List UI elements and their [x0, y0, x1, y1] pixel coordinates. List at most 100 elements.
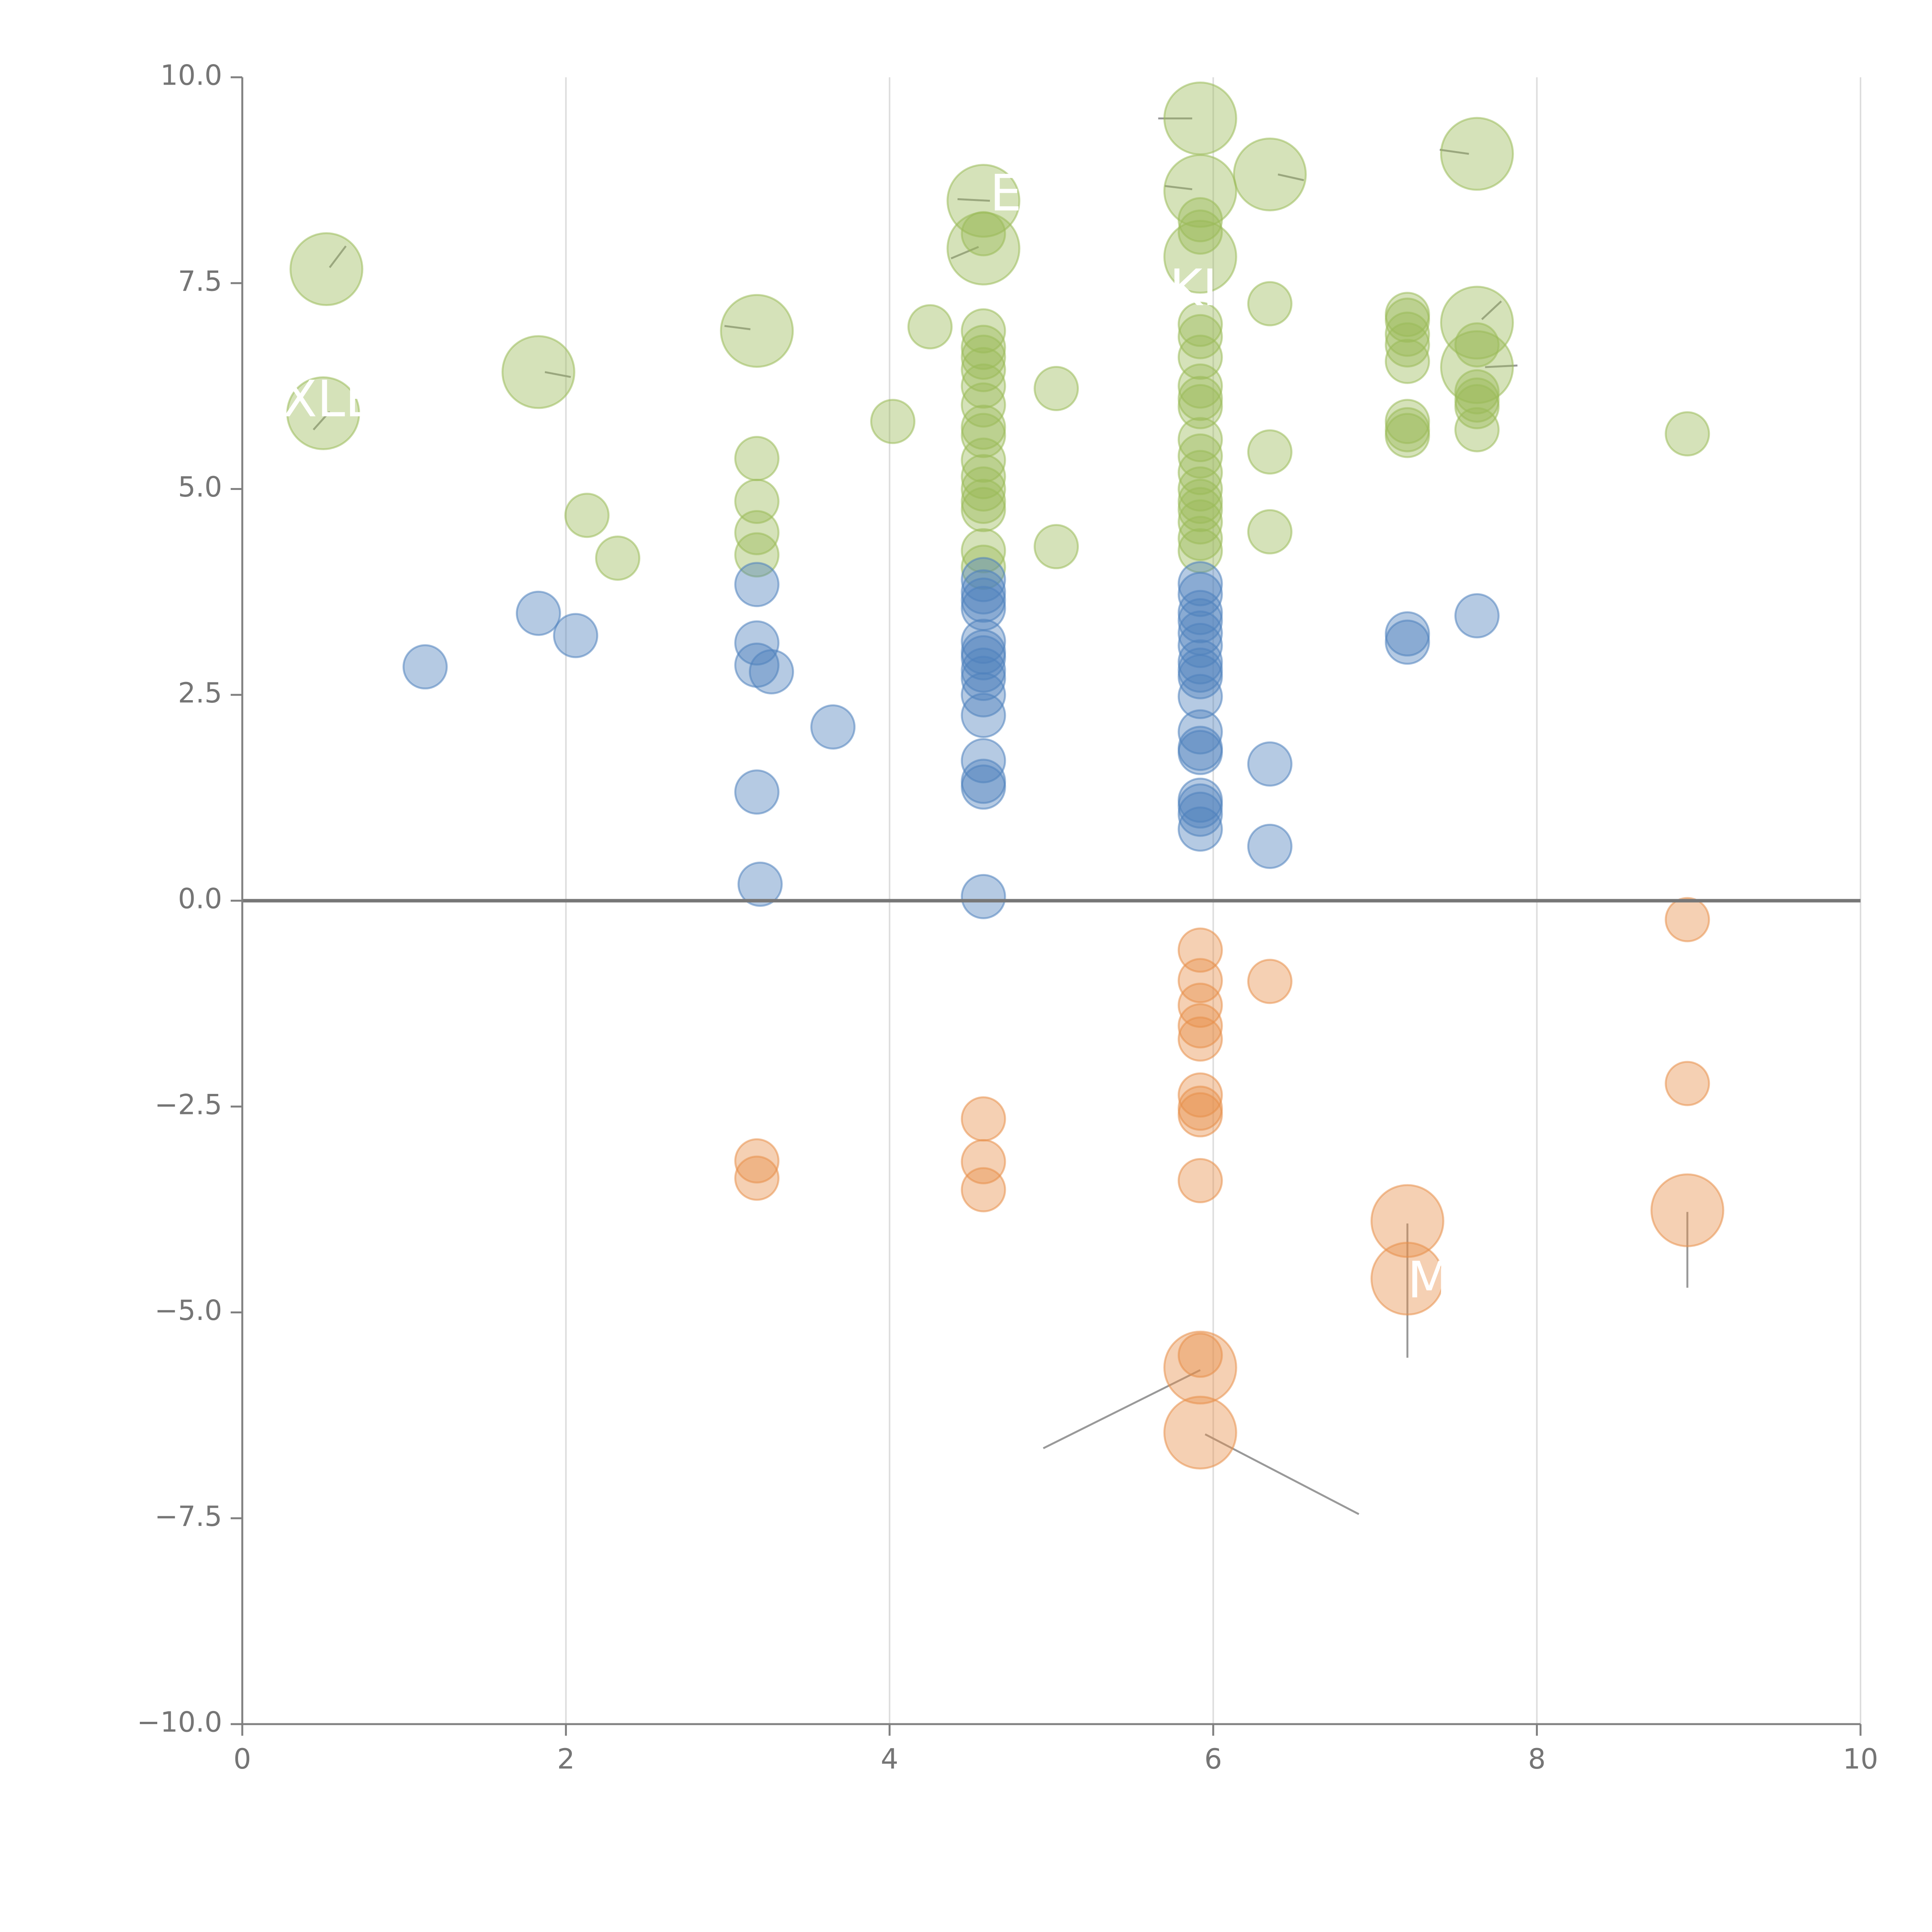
data-point-positive-high	[907, 304, 953, 350]
data-point-positive-high	[1177, 515, 1223, 561]
data-point-positive-low	[553, 613, 599, 658]
data-point-negative	[961, 1139, 1006, 1185]
data-point-positive-high	[1384, 338, 1430, 384]
data-point-negative	[1650, 1173, 1725, 1247]
data-point-positive-high	[289, 232, 364, 306]
data-point-positive-high	[1177, 466, 1223, 512]
data-point-positive-low	[1177, 791, 1223, 837]
data-point-positive-low	[734, 562, 780, 607]
data-point-positive-low	[961, 764, 1006, 810]
data-point-positive-low	[810, 704, 856, 750]
y-tick-label: 10.0	[160, 59, 222, 92]
point-label: M	[1407, 1251, 1451, 1310]
data-point-negative	[1665, 897, 1710, 942]
leader-line	[1277, 173, 1304, 181]
data-point-positive-high	[1247, 509, 1293, 554]
data-point-positive-high	[286, 376, 360, 450]
data-point-positive-high	[1384, 298, 1430, 343]
data-point-positive-high	[1177, 314, 1223, 359]
data-point-positive-high	[1247, 429, 1293, 475]
data-point-positive-high	[501, 335, 575, 409]
data-point-positive-low	[734, 769, 780, 815]
data-point-positive-high	[1665, 411, 1710, 457]
data-point-positive-low	[737, 861, 783, 907]
data-point-positive-high	[1233, 137, 1307, 211]
data-point-positive-low	[961, 874, 1006, 919]
data-point-positive-low	[1454, 593, 1500, 639]
data-point-negative	[1247, 959, 1293, 1004]
data-point-positive-high	[961, 347, 1006, 393]
point-label: KI	[1170, 259, 1218, 317]
leader-line	[313, 411, 331, 430]
data-points	[286, 82, 1725, 1470]
data-point-positive-high	[1454, 384, 1500, 429]
data-point-positive-low	[1384, 619, 1430, 665]
data-point-positive-low	[1177, 647, 1223, 693]
data-point-positive-high	[1163, 220, 1237, 294]
x-tick-label: 6	[1204, 1743, 1222, 1775]
x-tick-label: 2	[557, 1743, 575, 1775]
data-point-positive-high	[1384, 322, 1430, 368]
data-point-positive-high	[1177, 197, 1223, 243]
data-point-negative	[1177, 1072, 1223, 1118]
leader-line	[1481, 300, 1502, 320]
x-tick-label: 8	[1528, 1743, 1546, 1775]
data-point-positive-high	[1034, 366, 1079, 412]
data-point-negative	[1163, 1396, 1237, 1470]
data-point-positive-high	[961, 308, 1006, 354]
data-point-positive-low	[961, 672, 1006, 718]
data-point-negative	[961, 1167, 1006, 1213]
leader-line	[724, 325, 751, 330]
data-point-negative	[734, 1155, 780, 1201]
data-point-negative	[1177, 1016, 1223, 1062]
point-labels: XLE E KI M	[283, 164, 1451, 1310]
x-tick-label: 10	[1843, 1743, 1878, 1775]
data-point-negative	[1177, 1085, 1223, 1131]
data-point-positive-low	[1247, 823, 1293, 869]
y-tick-label: −7.5	[155, 1500, 222, 1532]
data-point-positive-high	[595, 536, 641, 581]
data-point-positive-high	[1177, 363, 1223, 409]
data-point-positive-low	[961, 693, 1006, 738]
data-point-positive-high	[961, 466, 1006, 512]
leader-line	[951, 246, 979, 260]
data-point-positive-low	[748, 649, 794, 695]
data-point-negative	[1177, 1158, 1223, 1204]
data-point-positive-high	[961, 211, 1006, 257]
data-point-positive-high	[1177, 384, 1223, 429]
data-point-positive-high	[946, 164, 1020, 238]
y-tick-label: −10.0	[137, 1706, 222, 1738]
data-point-positive-high	[961, 363, 1006, 409]
data-point-positive-low	[1177, 598, 1223, 643]
x-tick-label: 4	[881, 1743, 898, 1775]
data-point-positive-high	[1454, 322, 1500, 368]
data-point-positive-high	[564, 493, 610, 538]
data-point-negative	[961, 1096, 1006, 1142]
point-label: E	[990, 164, 1022, 223]
data-point-negative	[1177, 958, 1223, 1003]
data-point-negative	[1177, 1332, 1223, 1378]
y-tick-label: 0.0	[178, 883, 222, 915]
data-point-negative	[1370, 1242, 1444, 1316]
data-point-positive-low	[961, 656, 1006, 701]
data-point-positive-low	[1177, 654, 1223, 699]
data-point-negative	[1370, 1184, 1444, 1258]
data-point-positive-high	[1177, 301, 1223, 347]
data-point-positive-low	[1177, 709, 1223, 755]
leader-line	[544, 371, 571, 378]
leader-line	[329, 245, 347, 268]
data-point-negative	[734, 1138, 780, 1184]
axes: −10.0 −7.5 −5.0 −2.5 0.0 2.5 5.0 7.5 10.0 0 2 4 6 8 10	[137, 59, 1878, 1775]
data-point-positive-low	[1177, 622, 1223, 668]
data-point-positive-low	[1177, 806, 1223, 852]
leader-line	[1164, 185, 1192, 190]
y-tick-label: −5.0	[155, 1294, 222, 1327]
data-point-positive-high	[734, 436, 780, 481]
y-tick-label: 7.5	[178, 265, 222, 297]
data-point-positive-high	[1163, 82, 1237, 156]
data-point-positive-low	[961, 635, 1006, 680]
data-point-positive-low	[1177, 730, 1223, 775]
leader-line	[957, 198, 990, 202]
leader-lines	[313, 117, 1689, 1515]
